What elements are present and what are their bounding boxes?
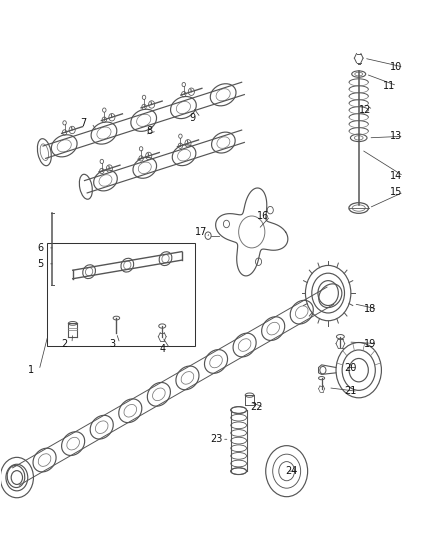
Text: 3: 3	[109, 338, 115, 349]
Text: 1: 1	[28, 365, 34, 375]
Text: 21: 21	[344, 386, 356, 397]
Text: 17: 17	[195, 227, 208, 237]
Text: 19: 19	[364, 338, 376, 349]
Text: 9: 9	[190, 112, 196, 123]
Text: 10: 10	[390, 62, 402, 72]
Text: 11: 11	[383, 81, 396, 91]
Text: 22: 22	[250, 402, 262, 413]
Text: 20: 20	[344, 362, 356, 373]
Text: 18: 18	[364, 304, 376, 314]
Text: 5: 5	[37, 259, 43, 269]
Text: 8: 8	[146, 126, 152, 136]
Text: 2: 2	[61, 338, 67, 349]
Bar	[46, 243, 195, 346]
Text: 12: 12	[359, 104, 371, 115]
Text: 13: 13	[390, 131, 402, 141]
Text: 23: 23	[211, 434, 223, 445]
Text: 14: 14	[390, 171, 402, 181]
Text: 24: 24	[285, 466, 297, 476]
Text: 4: 4	[159, 344, 165, 354]
Text: 6: 6	[37, 243, 43, 253]
Text: 16: 16	[257, 211, 269, 221]
Text: 15: 15	[390, 187, 402, 197]
Text: 7: 7	[81, 118, 87, 128]
